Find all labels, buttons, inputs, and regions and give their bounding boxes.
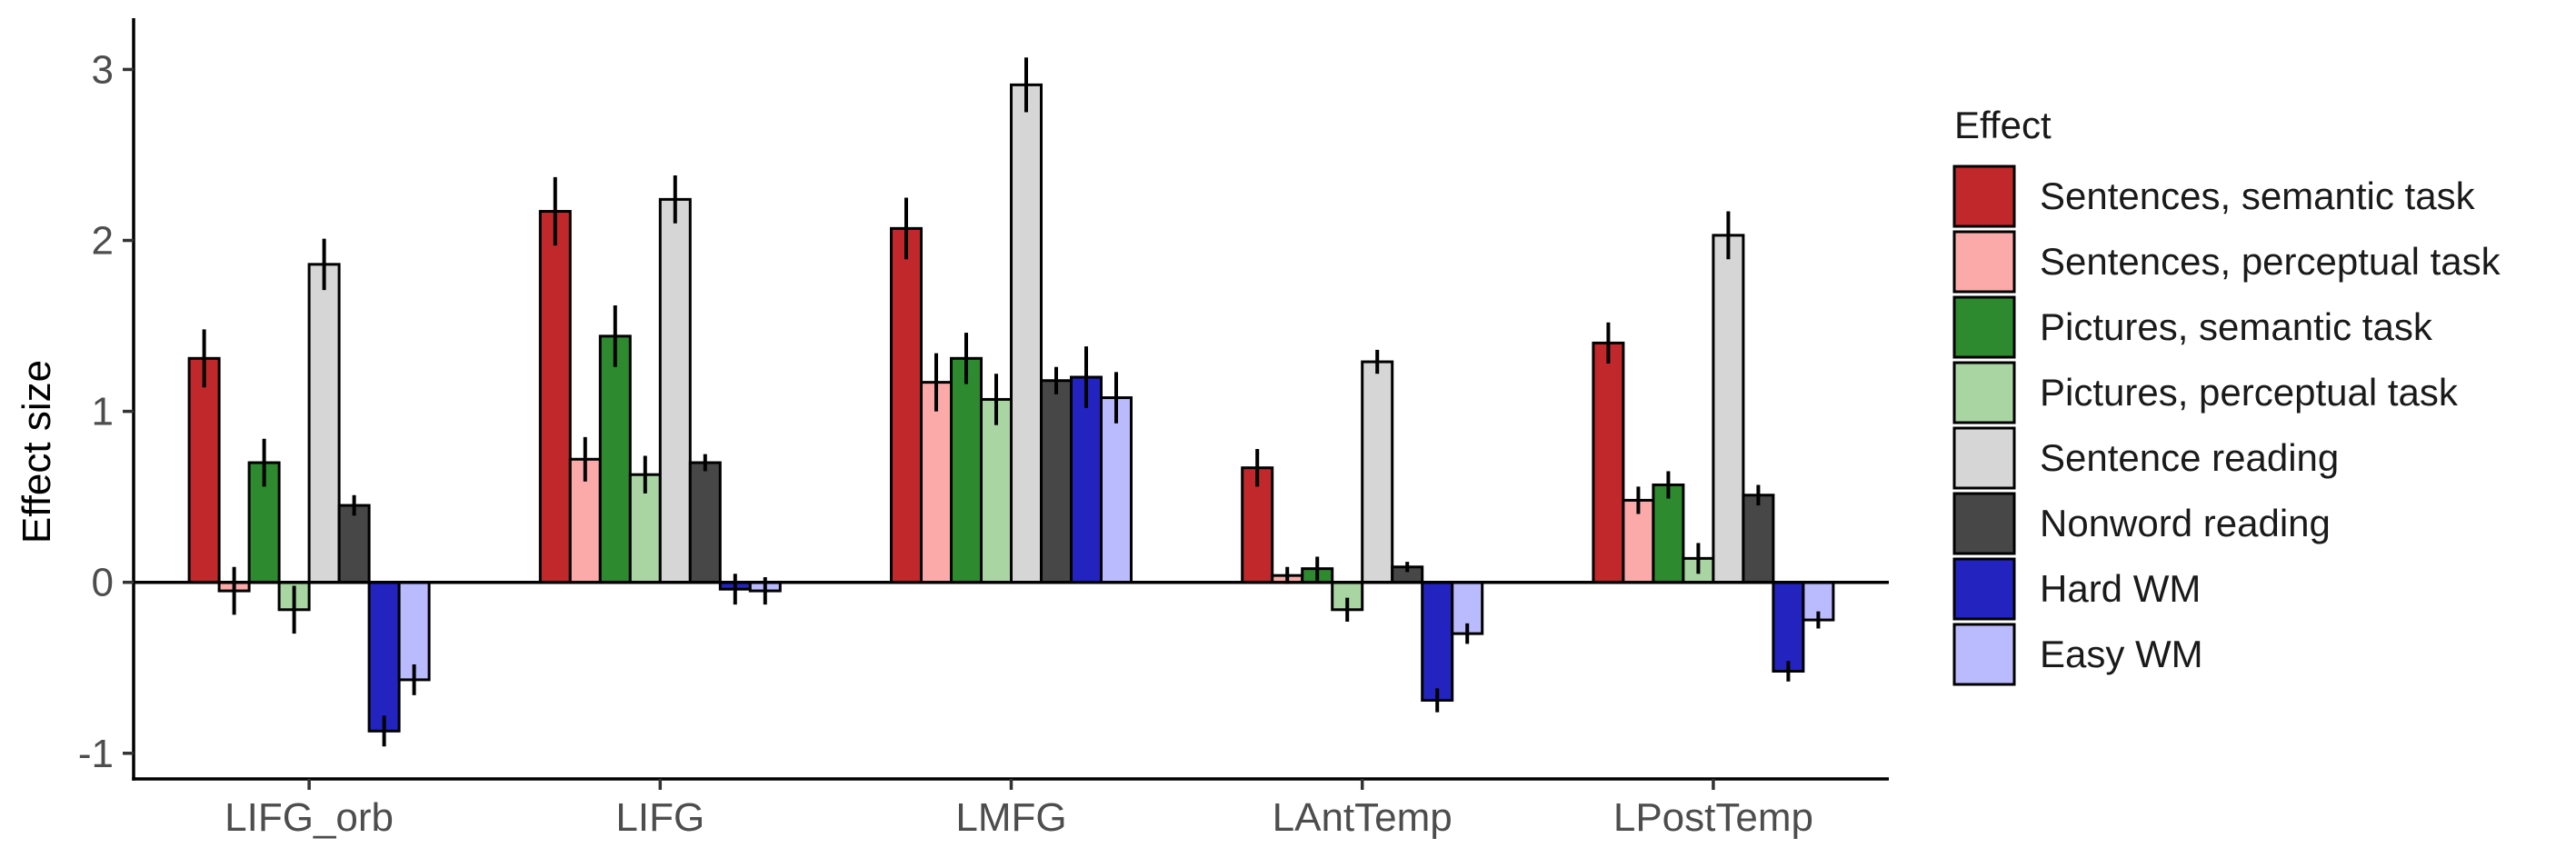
y-axis-title: Effect size	[15, 360, 59, 544]
legend-swatch	[1952, 295, 2016, 359]
bars-layer	[187, 83, 1835, 733]
legend-label: Pictures, semantic task	[2040, 305, 2433, 348]
x-tick-label: LIFG	[615, 795, 704, 840]
bar-lmfg-series-3	[980, 397, 1013, 584]
legend: Effect Sentences, semantic taskSentences…	[1952, 104, 2501, 686]
bar-lifg-series-0	[538, 210, 572, 584]
y-tick-label: 1	[92, 390, 114, 434]
bar-lanttemp-series-6	[1421, 581, 1454, 702]
x-tick-label: LAntTemp	[1273, 795, 1453, 840]
bar-lifg-orb-series-4	[307, 263, 341, 584]
y-tick-label: 3	[92, 47, 114, 92]
bar-lifg-series-5	[688, 461, 722, 584]
legend-swatch	[1952, 426, 2016, 490]
bar-lifg-orb-series-6	[367, 581, 401, 733]
y-tick-label: 0	[92, 561, 114, 605]
legend-swatch	[1952, 623, 2016, 686]
bar-lifg-series-2	[598, 334, 632, 584]
bar-lmfg-series-7	[1100, 396, 1133, 584]
y-tick-label: -1	[78, 732, 114, 776]
bar-lifg-orb-series-5	[337, 504, 371, 584]
bar-lifg-orb-series-7	[397, 581, 431, 682]
x-tick-label: LIFG_orb	[225, 795, 394, 840]
y-tick-label: 2	[92, 219, 114, 264]
legend-title: Effect	[1954, 104, 2052, 146]
bar-lmfg-series-5	[1040, 379, 1073, 584]
legend-label: Hard WM	[2040, 567, 2201, 610]
bar-lposttemp-series-2	[1652, 483, 1685, 584]
bar-lmfg-series-1	[920, 381, 953, 584]
legend-label: Sentence reading	[2040, 436, 2339, 479]
bar-lmfg-series-4	[1010, 83, 1043, 584]
legend-label: Easy WM	[2040, 633, 2203, 675]
bar-lifg-series-4	[658, 197, 692, 584]
bar-lifg-orb-series-0	[187, 356, 221, 584]
bar-lposttemp-series-6	[1772, 581, 1805, 673]
legend-items: Sentences, semantic task Sentences, perce…	[1952, 165, 2501, 686]
legend-swatch	[1952, 165, 2016, 228]
legend-label: Nonword reading	[2040, 502, 2331, 544]
legend-label: Sentences, perceptual task	[2040, 240, 2501, 283]
bar-lposttemp-series-0	[1592, 341, 1625, 584]
x-axis-ticks: LIFG_orb LIFG LMFG LAntTemp LPostTemp	[225, 779, 1813, 840]
bar-lposttemp-series-4	[1712, 234, 1745, 584]
error-bars-layer	[202, 57, 1821, 747]
bar-lposttemp-series-5	[1742, 494, 1775, 584]
bar-lmfg-series-2	[950, 356, 983, 584]
x-tick-label: LMFG	[955, 795, 1066, 840]
legend-label: Pictures, perceptual task	[2040, 371, 2459, 414]
legend-label: Sentences, semantic task	[2040, 175, 2476, 217]
x-tick-label: LPostTemp	[1613, 795, 1813, 840]
legend-swatch	[1952, 492, 2016, 555]
legend-swatch	[1952, 557, 2016, 621]
bar-lanttemp-series-4	[1361, 360, 1394, 584]
legend-swatch	[1952, 361, 2016, 424]
bar-lmfg-series-0	[890, 226, 923, 584]
legend-swatch	[1952, 230, 2016, 294]
y-axis-ticks: -1 0 1 2 3	[78, 47, 134, 776]
